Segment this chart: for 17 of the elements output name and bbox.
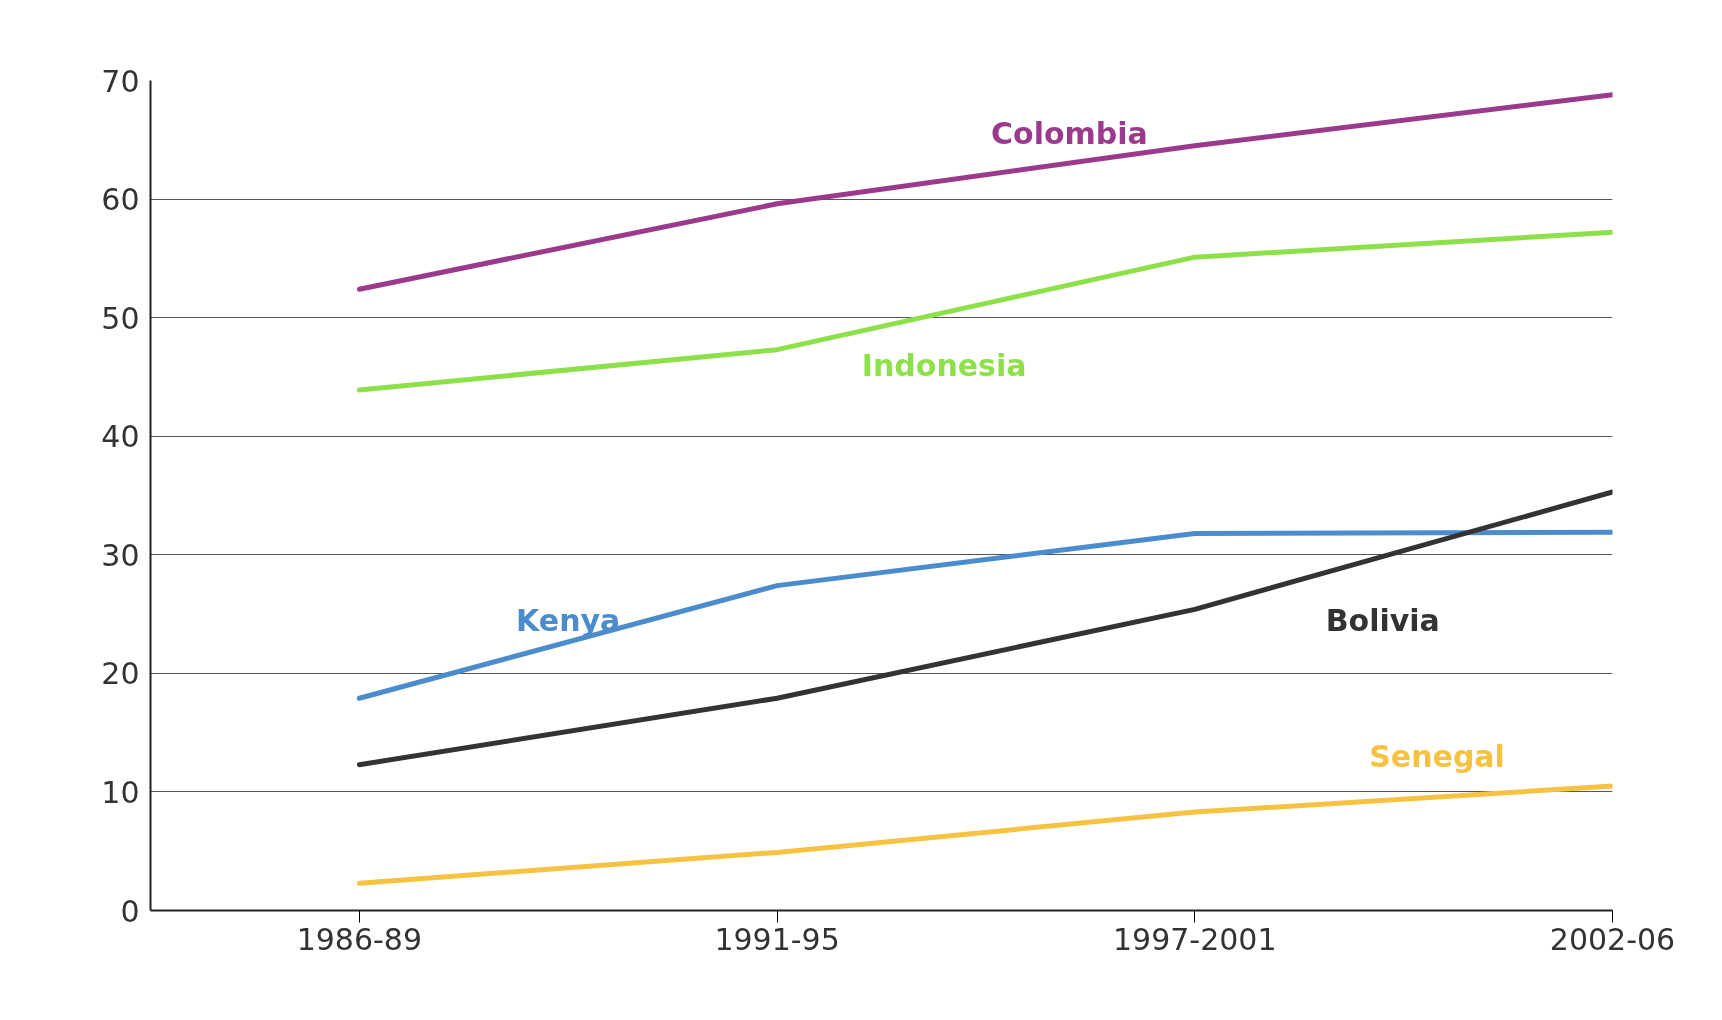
series-label: Kenya xyxy=(516,602,621,638)
y-tick-label: 0 xyxy=(120,893,140,929)
x-tick-label: 1991-95 xyxy=(714,921,840,957)
x-tick-label: 2002-06 xyxy=(1549,921,1676,957)
y-tick-label: 10 xyxy=(101,774,140,810)
series-label: Colombia xyxy=(991,116,1148,152)
x-tick-label: 1997-2001 xyxy=(1113,921,1277,957)
y-tick-label: 30 xyxy=(101,537,140,573)
y-tick-label: 50 xyxy=(101,300,140,336)
x-tick-label: 1986-89 xyxy=(296,921,423,957)
series-label: Indonesia xyxy=(861,347,1027,383)
y-tick-label: 40 xyxy=(101,419,140,455)
series-label: Bolivia xyxy=(1325,602,1440,638)
y-tick-label: 70 xyxy=(101,63,140,99)
y-tick-label: 20 xyxy=(101,656,140,692)
series-label: Senegal xyxy=(1369,738,1505,774)
y-tick-label: 60 xyxy=(101,182,140,218)
